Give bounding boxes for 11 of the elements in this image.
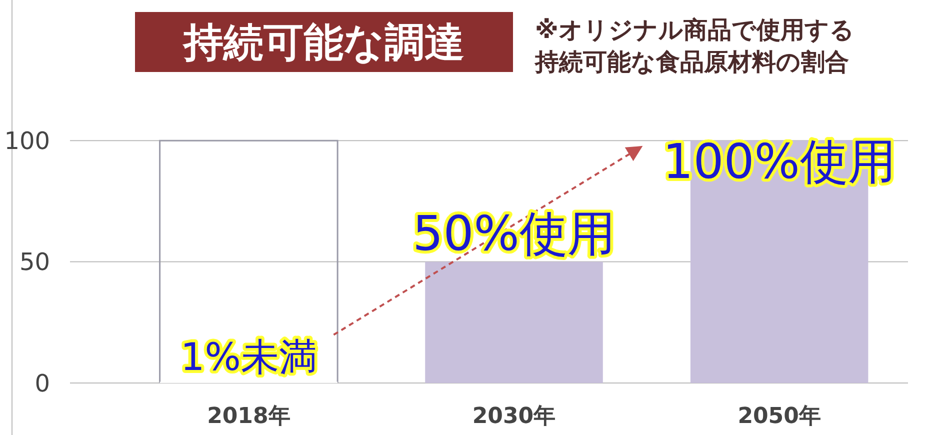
x-tick-label: 2030年 [472, 404, 556, 429]
x-tick-label: 2018年 [207, 404, 290, 429]
x-tick-label: 2050年 [738, 404, 821, 429]
data-label: 100%使用 [662, 134, 896, 190]
y-tick-label: 100 [4, 126, 50, 155]
y-tick-label: 50 [19, 248, 50, 276]
text: 持続可能な調達 [182, 20, 464, 66]
annotation: ※オリジナル商品で使用する持続可能な食品原材料の割合 [534, 16, 854, 76]
data-label: 1%未満 [180, 334, 317, 379]
y-tick-label: 0 [34, 369, 50, 398]
data-label: 50%使用 [412, 206, 616, 262]
